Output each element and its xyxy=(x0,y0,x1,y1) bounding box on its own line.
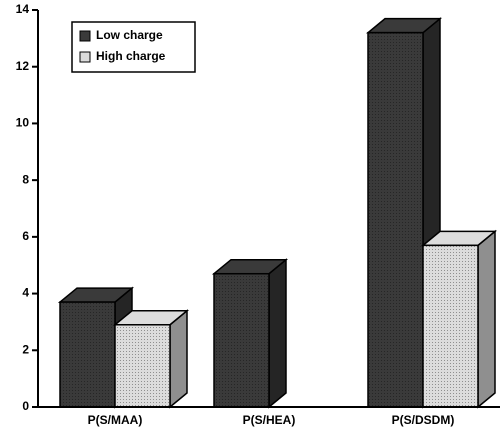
legend-label: High charge xyxy=(96,49,166,63)
bar-texture xyxy=(423,245,478,407)
x-tick-label: P(S/HEA) xyxy=(243,413,296,427)
legend-swatch xyxy=(79,30,91,42)
bar-side-shade xyxy=(269,259,286,407)
bar-texture xyxy=(214,273,269,407)
bar xyxy=(112,309,190,409)
y-tick-label: 6 xyxy=(22,229,29,243)
x-tick-label: P(S/DSDM) xyxy=(392,413,455,427)
x-tick-label: P(S/MAA) xyxy=(88,413,143,427)
y-tick-label: 12 xyxy=(16,59,30,73)
legend-label: Low charge xyxy=(96,28,163,42)
y-tick-label: 8 xyxy=(22,172,29,186)
y-tick-label: 10 xyxy=(16,116,30,130)
bar-side-shade xyxy=(478,231,495,407)
bar-texture xyxy=(115,324,170,407)
legend-box xyxy=(71,21,196,73)
bar xyxy=(420,229,498,409)
y-tick-label: 14 xyxy=(16,2,30,16)
y-tick-label: 0 xyxy=(22,399,29,413)
bar xyxy=(211,258,289,409)
bar-texture xyxy=(368,32,423,407)
y-tick-label: 4 xyxy=(22,286,29,300)
bar-side-shade xyxy=(170,310,187,407)
legend-swatch xyxy=(79,51,91,63)
y-tick-label: 2 xyxy=(22,342,29,356)
bar-texture xyxy=(60,302,115,407)
